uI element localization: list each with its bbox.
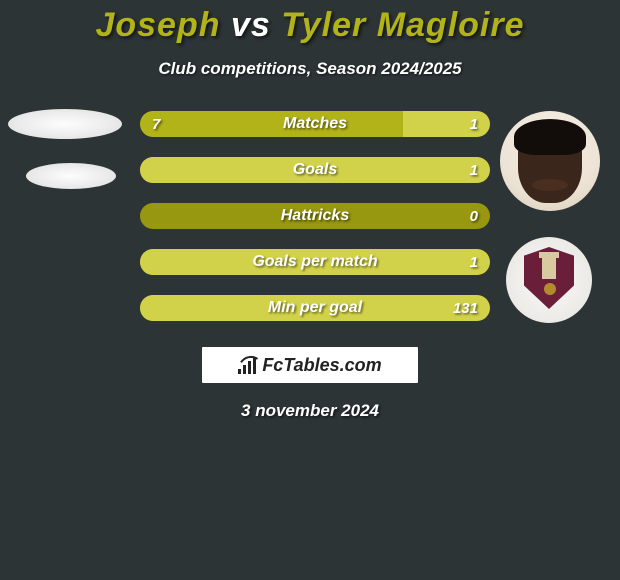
player2-name: Tyler Magloire (281, 6, 524, 44)
watermark: FcTables.com (202, 347, 418, 383)
stat-row: 131Min per goal (140, 295, 490, 321)
stat-value-right: 0 (470, 203, 478, 229)
stat-row: 1Goals (140, 157, 490, 183)
page-title: Joseph vs Tyler Magloire (0, 0, 620, 45)
left-player-column (8, 111, 128, 213)
stat-row: 71Matches (140, 111, 490, 137)
stat-bar-right (140, 157, 490, 183)
date-label: 3 november 2024 (0, 401, 620, 421)
chart-icon (238, 358, 258, 374)
player2-club-crest (506, 237, 592, 323)
player1-club-placeholder (26, 163, 116, 189)
watermark-text: FcTables.com (262, 355, 381, 376)
player1-portrait-placeholder (8, 109, 122, 139)
player2-portrait (500, 111, 600, 211)
subtitle: Club competitions, Season 2024/2025 (0, 59, 620, 79)
comparison-area: 71Matches 1Goals 0Hattricks 1Goals per matc… (0, 111, 620, 341)
stat-row: 0Hattricks (140, 203, 490, 229)
stat-bars: 71Matches 1Goals 0Hattricks 1Goals per matc… (140, 111, 490, 341)
player1-name: Joseph (95, 6, 220, 44)
stat-bar-left (140, 111, 403, 137)
vs-label: vs (231, 6, 271, 44)
stat-label: Hattricks (140, 203, 490, 229)
stat-bar-right (140, 295, 490, 321)
right-player-column (500, 111, 600, 323)
stat-bar-right (403, 111, 491, 137)
tower-icon (542, 257, 556, 279)
stat-bar-right (140, 249, 490, 275)
stat-row: 1Goals per match (140, 249, 490, 275)
face-icon (518, 123, 582, 203)
ball-icon (544, 283, 556, 295)
